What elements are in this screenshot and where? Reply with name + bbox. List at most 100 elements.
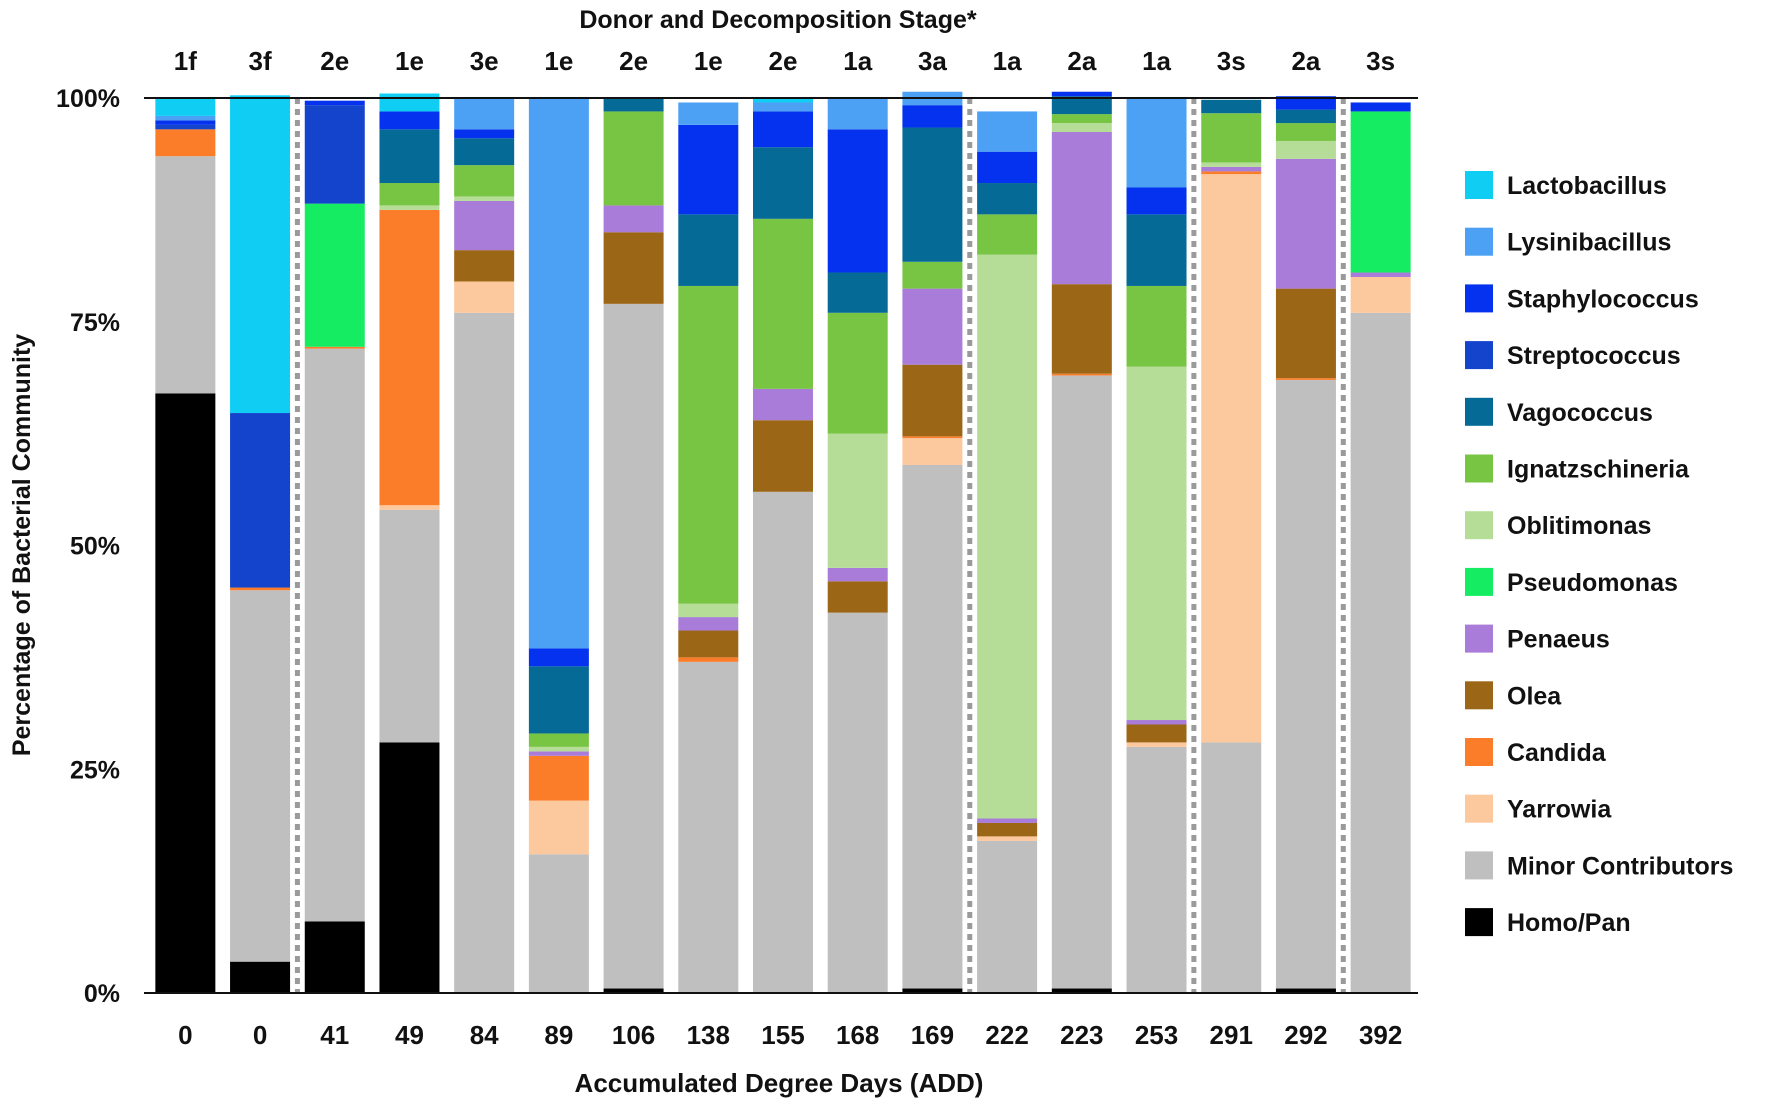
bar-stack <box>454 98 515 993</box>
stage-labels: 1f 3f 2e 1e 3e 1e 2e 1e 2e 1a 3a 1a 2a 1a 3s 2a 3s <box>174 46 1395 76</box>
bar-segment-ignatzschineria <box>379 183 440 206</box>
bar-segment-yarrowia <box>528 800 589 855</box>
x-tick-label: 0 <box>253 1020 267 1050</box>
bar-segment-oblitimonas <box>454 196 515 201</box>
x-tick-label: 223 <box>1060 1020 1103 1050</box>
legend-item: Lysinibacillus <box>1465 227 1671 257</box>
bar-segment-minor-contributors <box>304 348 365 922</box>
bar-segment-ignatzschineria <box>528 733 589 747</box>
x-tick-label: 155 <box>761 1020 804 1050</box>
bar-segment-vagococcus <box>678 214 739 286</box>
x-tick-label: 168 <box>836 1020 879 1050</box>
stage-label: 1e <box>395 46 424 76</box>
x-tick-label: 222 <box>985 1020 1028 1050</box>
bar-segment-candida <box>1051 373 1112 376</box>
bar-segment-penaeus <box>1201 166 1262 172</box>
bar-segment-yarrowia <box>379 505 440 510</box>
y-axis-title: Percentage of Bacterial Community <box>8 334 36 756</box>
bar-segment-oblitimonas <box>1201 162 1262 167</box>
bar-segment-candida <box>902 436 963 439</box>
stage-label: 2e <box>320 46 349 76</box>
legend-item: Candida <box>1465 738 1607 767</box>
legend-swatch <box>1465 681 1493 710</box>
bar-segment-olea <box>454 250 515 282</box>
y-tick-label: 25% <box>70 756 120 784</box>
bar-segment-vagococcus <box>603 98 664 112</box>
bar-segment-streptococcus <box>230 413 291 588</box>
bar-segment-vagococcus <box>454 138 515 166</box>
bar-segment-olea <box>1126 724 1187 743</box>
stage-label: 2e <box>619 46 648 76</box>
y-tick-label: 0% <box>84 980 120 1008</box>
bars <box>155 91 1411 994</box>
bar-segment-penaeus <box>1126 720 1187 725</box>
bar-segment-ignatzschineria <box>827 312 888 434</box>
bar-segment-penaeus <box>977 818 1038 823</box>
bar-stack <box>902 91 963 993</box>
bar-segment-minor-contributors <box>528 854 589 993</box>
bar-segment-minor-contributors <box>827 612 888 993</box>
legend-label: Lysinibacillus <box>1507 229 1671 257</box>
bar-segment-vagococcus <box>1275 109 1336 124</box>
legend-swatch <box>1465 227 1493 256</box>
legend-label: Pseudomonas <box>1507 569 1678 597</box>
bar-segment-oblitimonas <box>977 254 1038 819</box>
bar-segment-minor-contributors <box>230 590 291 962</box>
legend-swatch <box>1465 171 1493 199</box>
bar-segment-ignatzschineria <box>753 218 813 389</box>
bar-segment-yarrowia <box>902 438 963 465</box>
bar-stack <box>1051 91 1112 993</box>
legend-item: Olea <box>1465 681 1562 710</box>
bar-segment-yarrowia <box>1126 742 1187 747</box>
bar-segment-candida <box>155 129 216 157</box>
legend-swatch <box>1465 284 1493 313</box>
bar-segment-vagococcus <box>1201 99 1262 114</box>
bar-segment-olea <box>827 581 888 613</box>
bar-segment-candida <box>678 657 739 662</box>
legend-swatch <box>1465 454 1493 483</box>
bar-segment-penaeus <box>1051 132 1112 285</box>
bar-segment-homo-pan <box>379 742 440 993</box>
legend-swatch <box>1465 567 1493 596</box>
bar-segment-oblitimonas <box>827 433 888 568</box>
bar-segment-penaeus <box>603 205 664 233</box>
bar-segment-lysinibacillus <box>454 98 515 130</box>
bar-segment-minor-contributors <box>155 156 216 394</box>
bar-segment-homo-pan <box>603 988 664 993</box>
bar-segment-minor-contributors <box>1275 379 1336 989</box>
bar-segment-staphylococcus <box>977 151 1038 184</box>
bar-segment-olea <box>753 420 813 492</box>
bar-segment-staphylococcus <box>1051 91 1112 97</box>
bar-segment-olea <box>902 364 963 437</box>
bar-segment-yarrowia <box>454 281 515 313</box>
legend-item: Staphylococcus <box>1465 284 1699 313</box>
bar-segment-homo-pan <box>304 921 365 993</box>
stage-label: 3e <box>470 46 499 76</box>
bar-segment-ignatzschineria <box>678 285 739 604</box>
legend-label: Streptococcus <box>1507 342 1681 370</box>
legend-label: Penaeus <box>1507 626 1610 654</box>
legend-item: Pseudomonas <box>1465 567 1678 597</box>
bar-segment-ignatzschineria <box>1126 285 1187 367</box>
bar-segment-staphylococcus <box>1350 102 1411 112</box>
stage-label: 2e <box>769 46 798 76</box>
bar-segment-minor-contributors <box>1201 742 1262 993</box>
bar-segment-olea <box>1051 284 1112 374</box>
bar-stack <box>1126 98 1187 993</box>
bar-stack <box>1350 102 1411 993</box>
y-tick-label: 100% <box>56 85 120 113</box>
stage-label: 3f <box>248 46 271 76</box>
bar-segment-staphylococcus <box>827 129 888 273</box>
bar-segment-ignatzschineria <box>977 214 1038 255</box>
bar-segment-lysinibacillus <box>1126 98 1187 188</box>
bar-stack <box>678 102 739 993</box>
bar-segment-minor-contributors <box>1126 746 1187 993</box>
legend-item: Lactobacillus <box>1465 171 1667 200</box>
x-tick-label: 0 <box>178 1020 192 1050</box>
bar-segment-penaeus <box>454 200 515 251</box>
legend-label: Vagococcus <box>1507 399 1653 427</box>
bar-stack <box>230 95 291 993</box>
stage-label: 2a <box>1291 46 1320 76</box>
bar-stack <box>753 98 813 993</box>
bar-stack <box>1201 99 1262 993</box>
